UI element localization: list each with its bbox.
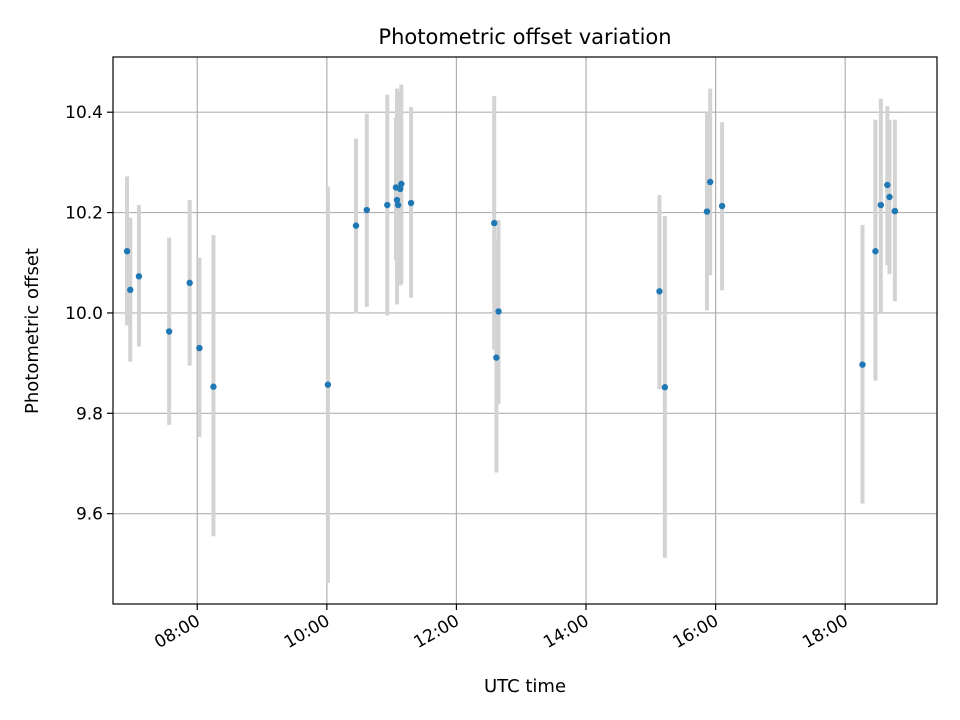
y-axis: 9.6 9.8 10.0 10.2 10.4	[65, 103, 113, 525]
data-point	[872, 248, 879, 255]
y-axis-label: Photometric offset	[22, 248, 43, 414]
data-point	[656, 288, 663, 295]
data-point	[397, 185, 404, 193]
data-point	[393, 196, 401, 204]
grid	[113, 57, 937, 604]
data-point	[891, 207, 899, 215]
y-tick-label: 10.0	[65, 304, 103, 324]
data-point	[718, 202, 726, 210]
data-point	[398, 180, 405, 188]
data-point	[859, 361, 866, 368]
y-tick-label: 9.6	[76, 505, 103, 525]
y-tick-label: 10.2	[65, 204, 103, 224]
data-point	[493, 354, 500, 361]
data-point	[703, 208, 711, 215]
data-point	[324, 381, 332, 388]
data-point	[210, 383, 217, 390]
chart-title: Photometric offset variation	[378, 25, 671, 49]
data-point	[127, 286, 134, 294]
data-point	[495, 308, 502, 315]
data-point	[707, 178, 714, 186]
y-tick-label: 9.8	[76, 404, 103, 424]
data-point	[886, 193, 893, 201]
data-point	[186, 279, 193, 287]
data-point	[394, 201, 402, 209]
data-point	[352, 222, 360, 229]
data-point	[123, 248, 131, 255]
data-point	[384, 201, 391, 209]
data-point	[407, 199, 415, 207]
data-point	[135, 273, 143, 280]
x-axis-label: UTC time	[484, 676, 566, 697]
plot-frame	[112, 56, 938, 605]
data-point	[165, 328, 173, 335]
y-tick-label: 10.4	[65, 103, 103, 123]
data-point	[884, 181, 891, 189]
data-point	[196, 344, 203, 352]
data-point	[661, 384, 669, 391]
data-point	[877, 201, 885, 209]
data-point	[491, 219, 498, 227]
data-points	[123, 178, 899, 391]
data-point	[363, 206, 370, 214]
